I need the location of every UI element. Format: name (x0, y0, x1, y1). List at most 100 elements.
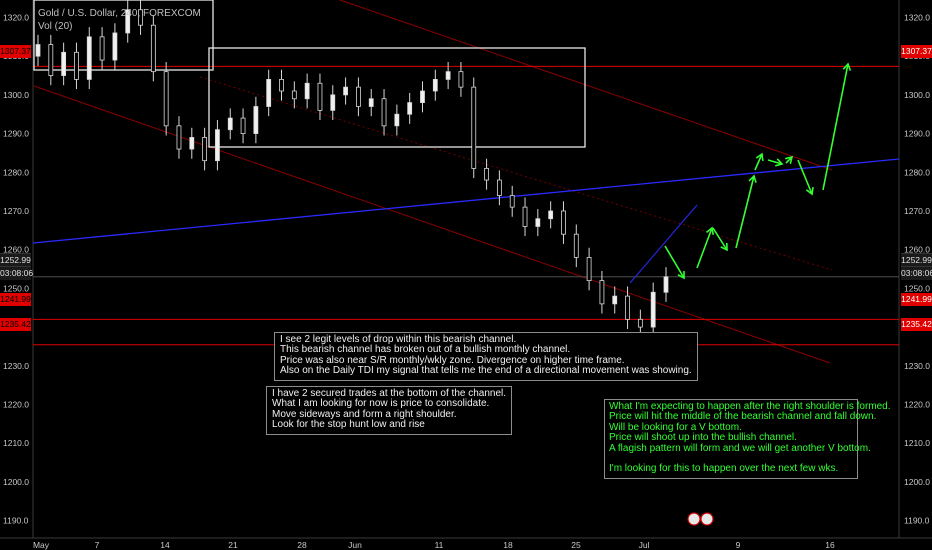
candle-body (445, 71, 451, 80)
candle-body (253, 106, 259, 134)
time-tick-label: 14 (160, 540, 170, 550)
projection-arrow-head (677, 270, 685, 280)
candle-body (163, 71, 169, 127)
projection-arrow-head (842, 62, 852, 71)
candle-body (189, 137, 195, 150)
candle-body (368, 98, 374, 107)
time-tick-label: 28 (297, 540, 307, 550)
projection-arrow-head (706, 226, 715, 236)
candle-body (176, 125, 182, 150)
candle-body (99, 36, 105, 61)
time-tick-label: 21 (228, 540, 238, 550)
candle-body (61, 51, 67, 76)
bear-channel-lower-line (33, 85, 831, 364)
candle-body (112, 32, 118, 61)
price-tick-label-left: 1210.0 (3, 438, 29, 448)
candle-body (291, 90, 297, 100)
analysis-note-trades[interactable]: I have 2 secured trades at the bottom of… (266, 386, 513, 435)
resistance-price-label-left: 1307.37 (0, 45, 31, 58)
projection-arrow-head (748, 174, 757, 183)
price-tick-label-left: 1230.0 (3, 361, 29, 371)
projection-arrow-segment (664, 245, 685, 279)
candle-body (650, 291, 656, 328)
time-tick-label: Jul (639, 540, 650, 550)
chart-title: Gold / U.S. Dollar, 240, FOREXCOM (38, 8, 201, 19)
bar-countdown-label: 03:08:06 (901, 266, 932, 280)
candle-body (394, 113, 400, 127)
candle-body (522, 206, 528, 227)
time-tick-label: Jun (348, 540, 362, 550)
time-tick-label: May (33, 540, 50, 550)
candle-body (227, 117, 233, 131)
candle-body (599, 280, 605, 305)
consolidation-box-1 (33, 0, 214, 71)
candle-body (535, 218, 541, 227)
time-tick-label: 7 (95, 540, 100, 550)
price-tick-label: 1260.0 (904, 245, 930, 255)
resistance-price-label: 1307.37 (901, 45, 932, 58)
candle-body (381, 98, 387, 127)
candle-body (625, 295, 630, 320)
support-price-label-2-left: 1235.42 (0, 318, 31, 331)
candle-body (548, 210, 554, 220)
price-tick-label-left: 1200.0 (3, 477, 29, 487)
price-tick-label-left: 1260.0 (3, 245, 29, 255)
price-tick-label: 1210.0 (904, 438, 930, 448)
price-tick-label: 1200.0 (904, 477, 930, 487)
projection-arrow-segment (696, 227, 713, 269)
candle-body (279, 79, 284, 92)
candle-body (458, 71, 464, 88)
candle-body (48, 44, 54, 76)
price-tick-label-left: 1250.0 (3, 283, 29, 293)
time-tick-label: 16 (825, 540, 835, 550)
candle-body (509, 195, 515, 208)
projection-arrow-segment (767, 159, 783, 165)
candle-body (407, 102, 413, 115)
price-tick-label-left: 1280.0 (3, 167, 29, 177)
price-tick-label-left: 1270.0 (3, 206, 29, 216)
candle-body (612, 295, 618, 305)
projection-arrow-segment (822, 63, 849, 191)
price-tick-label-left: 1300.0 (3, 90, 29, 100)
candle-body (304, 82, 310, 100)
event-marker-icon (687, 512, 701, 526)
candle-body (266, 79, 272, 107)
analysis-note-channel[interactable]: I see 2 legit levels of drop within this… (274, 332, 698, 381)
volume-indicator-label: Vol (20) (38, 21, 73, 32)
price-tick-label-left: 1190.0 (3, 516, 29, 526)
event-marker-icon (700, 512, 714, 526)
projection-arrow-segment (797, 159, 813, 195)
projection-arrow-segment (735, 175, 755, 249)
candle-body (330, 94, 336, 111)
candle-body (637, 318, 643, 328)
candle-body (420, 90, 425, 104)
projection-arrow-segment (754, 153, 763, 171)
projection-arrow-head (720, 242, 728, 252)
candle-body (86, 36, 92, 80)
support-price-label-1: 1241.99 (901, 293, 932, 306)
current-price-label-left: 1252.99 (0, 253, 31, 267)
price-tick-label: 1270.0 (904, 206, 930, 216)
candle-body (202, 137, 208, 162)
candle-body (240, 117, 246, 134)
bar-countdown-label-left: 03:08:06 (0, 266, 34, 280)
bear-channel-upper-line (339, 0, 833, 171)
candle-body (125, 9, 131, 34)
projection-arrow-segment (712, 227, 728, 251)
projection-arrow-head (805, 186, 814, 196)
candle-body (138, 9, 143, 26)
candle-body (561, 210, 566, 235)
price-tick-label-left: 1220.0 (3, 399, 29, 409)
price-tick-label: 1320.0 (904, 12, 930, 22)
candle-body (356, 86, 361, 107)
consolidation-box-2 (208, 47, 586, 148)
price-tick-label: 1250.0 (904, 283, 930, 293)
projection-arrow-head (775, 158, 784, 167)
candle-body (215, 129, 220, 162)
candle-body (150, 24, 156, 73)
candle-body (663, 276, 669, 293)
candle-body (432, 79, 438, 92)
candle-body (471, 86, 477, 169)
analysis-note-expectation[interactable]: What I'm expecting to happen after the r… (604, 399, 891, 479)
